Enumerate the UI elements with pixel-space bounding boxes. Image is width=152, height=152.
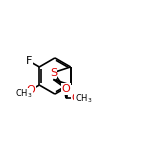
Text: F: F	[26, 56, 33, 66]
Text: O: O	[71, 93, 80, 103]
Text: CH$_3$: CH$_3$	[15, 88, 32, 100]
Text: S: S	[50, 67, 57, 78]
Text: CH$_3$: CH$_3$	[75, 92, 92, 105]
Text: O: O	[27, 85, 36, 95]
Text: O: O	[62, 84, 70, 94]
